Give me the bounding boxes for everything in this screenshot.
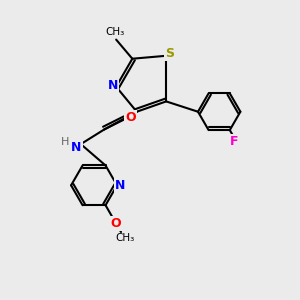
Text: O: O <box>125 111 136 124</box>
Text: O: O <box>110 217 121 230</box>
Text: CH₃: CH₃ <box>115 233 134 243</box>
Text: N: N <box>108 79 119 92</box>
Text: H: H <box>61 137 70 147</box>
Text: N: N <box>116 179 126 192</box>
Text: N: N <box>71 141 82 154</box>
Text: F: F <box>230 135 238 148</box>
Text: S: S <box>165 47 174 60</box>
Text: CH₃: CH₃ <box>105 27 124 37</box>
